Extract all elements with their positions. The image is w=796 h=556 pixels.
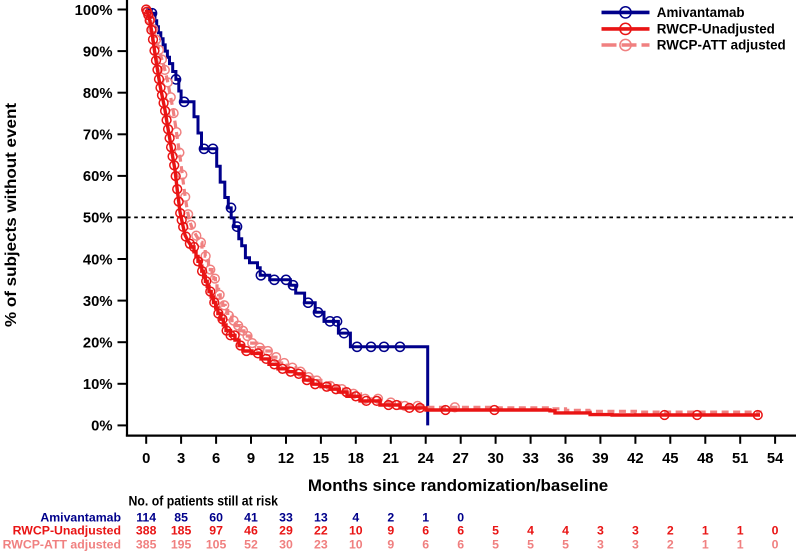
svg-text:105: 105 [206,537,227,551]
svg-text:40%: 40% [83,252,113,268]
svg-text:388: 388 [136,524,157,538]
svg-text:60%: 60% [83,169,113,185]
svg-text:RWCP-Unadjusted: RWCP-Unadjusted [13,524,121,538]
svg-text:185: 185 [171,524,192,538]
svg-text:2: 2 [387,510,394,524]
svg-text:1: 1 [702,537,709,551]
svg-text:10: 10 [349,537,363,551]
svg-text:70%: 70% [83,128,113,144]
svg-text:46: 46 [244,524,258,538]
svg-text:0: 0 [772,524,779,538]
svg-text:1: 1 [737,524,744,538]
svg-text:RWCP-ATT adjusted: RWCP-ATT adjusted [3,537,121,551]
svg-text:41: 41 [244,510,258,524]
svg-text:3: 3 [632,537,639,551]
svg-text:3: 3 [632,524,639,538]
svg-text:85: 85 [174,510,188,524]
svg-text:97: 97 [209,524,223,538]
svg-text:12: 12 [278,451,294,467]
svg-text:4: 4 [527,524,534,538]
svg-text:RWCP-ATT adjusted: RWCP-ATT adjusted [657,38,786,53]
svg-text:0: 0 [772,537,779,551]
svg-text:5: 5 [492,537,499,551]
svg-text:Amivantamab: Amivantamab [40,510,121,524]
svg-text:0: 0 [457,510,464,524]
svg-text:39: 39 [592,451,608,467]
svg-text:6: 6 [422,524,429,538]
svg-text:22: 22 [314,524,328,538]
svg-text:3: 3 [597,524,604,538]
svg-text:9: 9 [387,537,394,551]
svg-text:51: 51 [732,451,748,467]
svg-text:27: 27 [452,451,468,467]
svg-text:1: 1 [422,510,429,524]
svg-text:24: 24 [417,451,434,467]
svg-text:Amivantamab: Amivantamab [657,5,745,20]
svg-text:21: 21 [383,451,399,467]
svg-text:0: 0 [142,451,150,467]
svg-text:100%: 100% [75,3,113,19]
svg-text:6: 6 [457,524,464,538]
svg-text:13: 13 [314,510,328,524]
svg-text:54: 54 [767,451,784,467]
svg-text:23: 23 [314,537,328,551]
svg-text:30: 30 [487,451,503,467]
svg-text:0%: 0% [91,419,112,435]
svg-text:5: 5 [492,524,499,538]
svg-text:3: 3 [177,451,185,467]
svg-text:10: 10 [349,524,363,538]
svg-text:4: 4 [562,524,569,538]
svg-text:2: 2 [667,524,674,538]
svg-text:4: 4 [352,510,359,524]
svg-text:114: 114 [136,510,156,524]
svg-text:33: 33 [279,510,293,524]
svg-text:36: 36 [557,451,573,467]
svg-text:5: 5 [562,537,569,551]
svg-text:15: 15 [313,451,329,467]
svg-text:9: 9 [247,451,255,467]
svg-text:30%: 30% [83,294,113,310]
svg-text:30: 30 [279,537,293,551]
svg-text:6: 6 [422,537,429,551]
svg-text:29: 29 [279,524,293,538]
svg-text:20%: 20% [83,336,113,352]
svg-text:RWCP-Unadjusted: RWCP-Unadjusted [657,22,775,37]
svg-text:195: 195 [171,537,192,551]
svg-text:9: 9 [387,524,394,538]
svg-text:60: 60 [209,510,223,524]
svg-text:90%: 90% [83,44,113,60]
svg-text:Months since randomization/bas: Months since randomization/baseline [308,476,608,495]
svg-text:18: 18 [348,451,364,467]
svg-text:2: 2 [667,537,674,551]
svg-text:% of subjects without event: % of subjects without event [3,102,20,327]
svg-text:385: 385 [136,537,157,551]
svg-text:6: 6 [212,451,220,467]
svg-text:3: 3 [597,537,604,551]
svg-text:45: 45 [662,451,678,467]
svg-text:42: 42 [627,451,643,467]
svg-text:10%: 10% [83,377,113,393]
svg-text:No. of patients still at risk: No. of patients still at risk [129,493,279,508]
svg-text:6: 6 [457,537,464,551]
svg-text:50%: 50% [83,211,113,227]
svg-text:5: 5 [527,537,534,551]
svg-text:48: 48 [697,451,713,467]
svg-text:80%: 80% [83,86,113,102]
svg-text:33: 33 [522,451,538,467]
svg-text:52: 52 [244,537,258,551]
svg-text:1: 1 [702,524,709,538]
svg-text:1: 1 [737,537,744,551]
